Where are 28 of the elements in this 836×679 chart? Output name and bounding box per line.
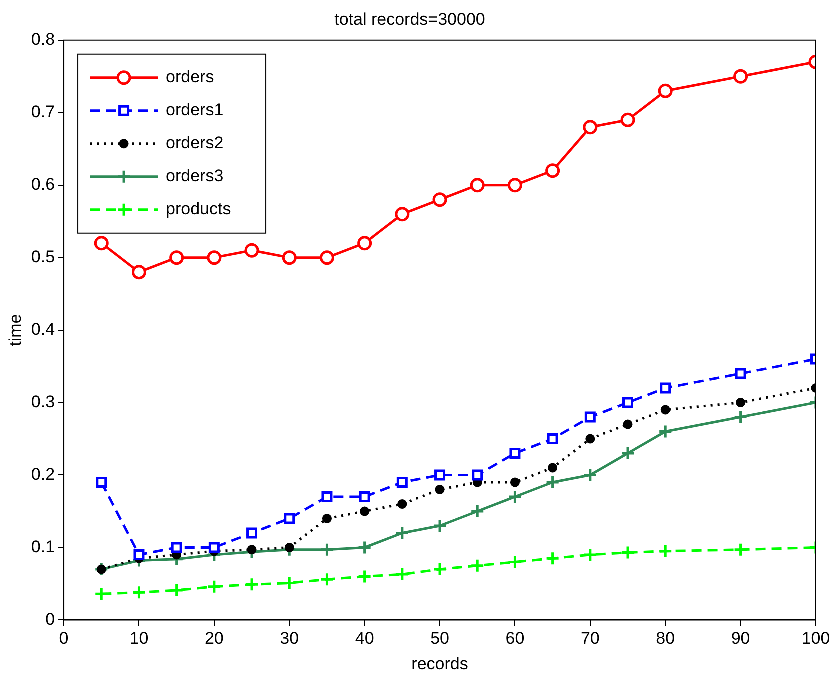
y-tick-label: 0.2 [31,464,56,484]
y-axis-title: time [6,314,25,346]
legend-label: orders3 [166,166,224,186]
chart-title: total records=30000 [334,10,486,29]
x-tick-label: 40 [355,629,374,648]
legend-label: products [166,200,232,219]
x-tick-label: 0 [59,629,69,648]
x-tick-label: 90 [731,629,750,648]
y-tick-label: 0.8 [31,30,56,50]
x-tick-label: 80 [656,629,676,648]
y-tick-label: 0.5 [31,248,56,267]
y-tick-label: 0.7 [31,102,56,122]
legend-label: orders2 [166,134,224,153]
y-tick-label: 0.3 [31,392,56,412]
x-axis-title: records [412,654,468,674]
x-tick-label: 20 [204,629,224,648]
y-tick-label: 0.1 [31,537,56,556]
legend-label: orders [166,68,214,87]
legend-label: orders1 [166,100,224,120]
x-tick-label: 100 [802,629,830,648]
x-tick-label: 60 [506,629,525,648]
y-tick-label: 0 [46,610,56,629]
x-tick-label: 30 [280,629,300,648]
y-tick-label: 0.6 [31,175,56,194]
y-tick-label: 0.4 [31,320,56,339]
x-tick-label: 70 [580,629,600,648]
x-tick-label: 50 [430,629,450,648]
x-tick-label: 10 [130,629,149,648]
